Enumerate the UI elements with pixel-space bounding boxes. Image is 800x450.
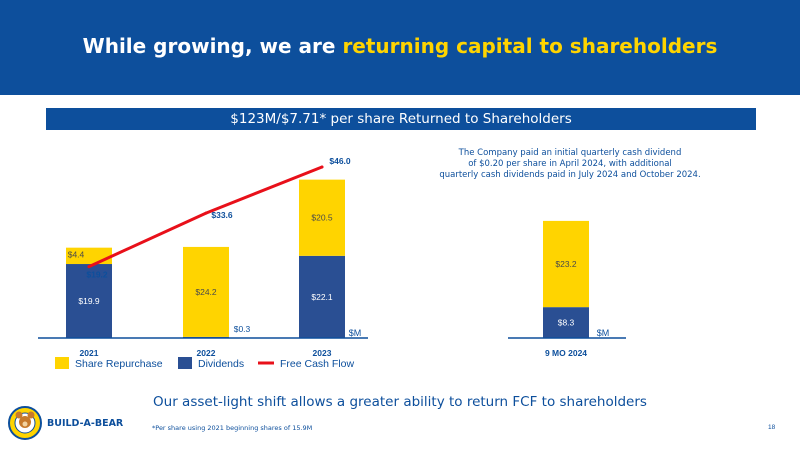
share-repurchase-value-label: $4.4 xyxy=(68,250,85,260)
category-tick-label: 2023 xyxy=(313,348,332,358)
slide-title: While growing, we are returning capital … xyxy=(0,34,800,58)
dividends-bar xyxy=(543,307,589,338)
unit-label: $M xyxy=(349,328,362,338)
dividend-note-line: of $0.20 per share in April 2024, with a… xyxy=(468,159,672,169)
free-cash-flow-value-label: $46.0 xyxy=(329,156,351,166)
footnote: *Per share using 2021 beginning shares o… xyxy=(152,424,313,432)
dividend-note: The Company paid an initial quarterly ca… xyxy=(420,148,720,181)
share-repurchase-value-label: $20.5 xyxy=(311,213,333,223)
legend-label: Free Cash Flow xyxy=(280,358,355,370)
share-repurchase-bar xyxy=(299,179,345,256)
tagline: Our asset-light shift allows a greater a… xyxy=(153,394,647,410)
unit-label: $M xyxy=(597,328,610,338)
category-tick-label: 2021 xyxy=(80,348,99,358)
free-cash-flow-value-label: $33.6 xyxy=(211,210,233,220)
dividends-value-label: $0.3 xyxy=(234,324,251,334)
dividends-value-label: $22.1 xyxy=(311,292,333,302)
dividend-note-line: quarterly cash dividends paid in July 20… xyxy=(439,170,701,180)
free-cash-flow-point xyxy=(87,265,91,269)
legend-label: Share Repurchase xyxy=(75,358,163,370)
category-tick-label: 2022 xyxy=(197,348,216,358)
page-number: 18 xyxy=(768,424,776,431)
dividends-bar xyxy=(299,255,345,338)
legend-label: Dividends xyxy=(198,358,244,370)
legend-swatch xyxy=(55,357,69,369)
dividends-bar xyxy=(66,264,112,338)
share-repurchase-value-label: $24.2 xyxy=(195,287,217,297)
logo-text: BUILD-A-BEAR xyxy=(47,418,124,429)
title-lead: While growing, we are xyxy=(82,34,343,58)
returned-banner: $123M/$7.71* per share Returned to Share… xyxy=(46,108,756,130)
category-tick-label: 9 MO 2024 xyxy=(545,348,587,358)
title-highlight: returning capital to shareholders xyxy=(342,34,718,58)
header-bar xyxy=(0,0,800,95)
share-repurchase-value-label: $23.2 xyxy=(555,259,577,269)
dividend-note-line: The Company paid an initial quarterly ca… xyxy=(458,148,682,158)
dividends-value-label: $19.9 xyxy=(78,296,100,306)
free-cash-flow-point xyxy=(204,211,208,215)
build-a-bear-logo-icon xyxy=(8,406,42,440)
free-cash-flow-point xyxy=(320,165,324,169)
share-repurchase-bar xyxy=(543,220,589,308)
free-cash-flow-value-label: $19.2 xyxy=(86,270,108,280)
legend-swatch xyxy=(178,357,192,369)
dividends-value-label: $8.3 xyxy=(558,318,575,328)
share-repurchase-bar xyxy=(183,246,229,337)
